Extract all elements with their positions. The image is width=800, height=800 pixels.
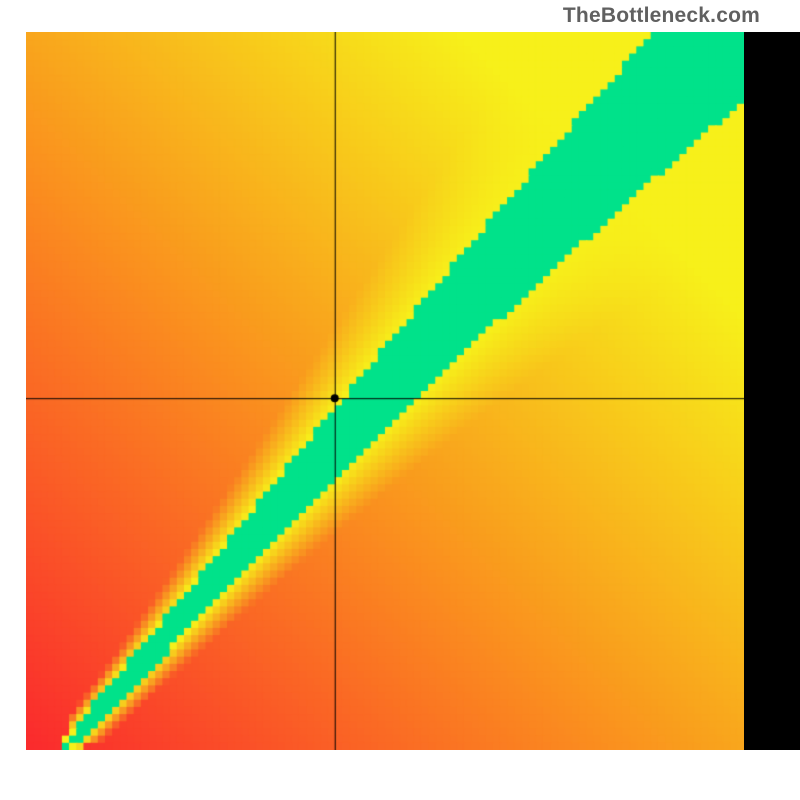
heatmap-canvas (26, 32, 744, 750)
heatmap-plot (26, 32, 744, 750)
watermark-text: TheBottleneck.com (563, 4, 760, 28)
right-black-strip (744, 32, 800, 750)
